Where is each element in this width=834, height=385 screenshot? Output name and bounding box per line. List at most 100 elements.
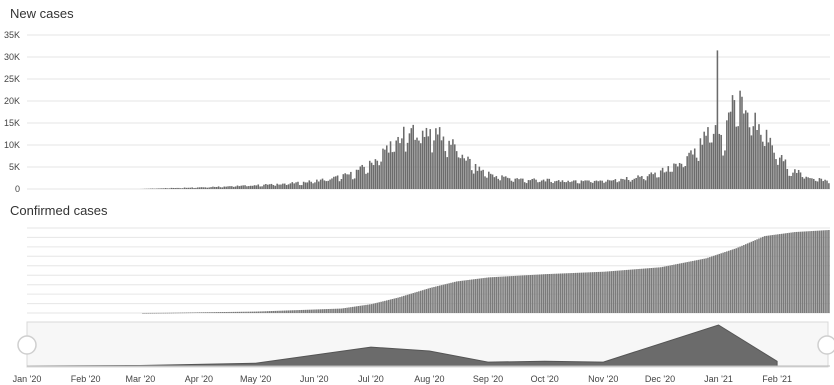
- confirmed-cases-bar: [656, 267, 658, 313]
- confirmed-cases-bar: [816, 230, 819, 313]
- confirmed-cases-bar: [435, 286, 437, 313]
- confirmed-cases-bar: [476, 278, 479, 313]
- date-axis: Jan '20 Feb '20 Mar '20 Apr '20 May '20 Jun '…: [13, 374, 792, 384]
- new-cases-bar: [291, 182, 294, 189]
- new-cases-bar: [353, 178, 356, 189]
- confirmed-cases-bar: [822, 230, 824, 313]
- new-cases-bar: [472, 173, 475, 189]
- confirmed-cases-bar: [215, 312, 218, 313]
- confirmed-cases-bar: [540, 274, 543, 313]
- new-cases-bar: [367, 172, 369, 189]
- new-cases-bar: [181, 188, 184, 189]
- new-cases-bar: [234, 186, 237, 189]
- confirmed-cases-bar: [380, 301, 382, 313]
- confirmed-cases-bar: [168, 312, 171, 314]
- confirmed-cases-bar: [824, 230, 826, 313]
- confirmed-cases-bar: [382, 301, 384, 313]
- confirmed-cases-bar: [291, 310, 294, 313]
- y-tick-label: 25K: [4, 74, 20, 84]
- confirmed-cases-bar: [665, 266, 668, 313]
- confirmed-cases-bar: [336, 308, 339, 313]
- confirmed-cases-bar: [782, 233, 785, 313]
- confirmed-cases-bar: [423, 289, 426, 313]
- y-tick-label: 20K: [4, 96, 20, 106]
- new-cases-bar: [795, 172, 798, 189]
- confirmed-cases-bar: [644, 268, 647, 313]
- new-cases-bar: [733, 100, 736, 189]
- new-cases-bar: [229, 186, 231, 189]
- new-cases-bar: [361, 164, 363, 189]
- confirmed-cases-bar: [306, 309, 309, 313]
- new-cases-bar: [605, 181, 607, 189]
- confirmed-cases-bar: [412, 293, 414, 313]
- confirmed-cases-bar: [495, 276, 498, 313]
- confirmed-cases-bar: [803, 231, 806, 313]
- confirmed-cases-bar: [195, 312, 197, 314]
- confirmed-cases-bar: [561, 273, 564, 313]
- confirmed-cases-bar: [367, 304, 369, 313]
- confirmed-cases-bar: [637, 269, 639, 313]
- confirmed-cases-bar: [710, 256, 713, 313]
- confirmed-cases-bar: [518, 275, 520, 313]
- confirmed-cases-bar: [761, 236, 764, 313]
- new-cases-bar: [750, 135, 753, 189]
- x-tick-label: Feb '21: [762, 374, 792, 384]
- new-cases-bar: [527, 180, 530, 189]
- new-cases-bar: [690, 150, 692, 189]
- new-cases-bar: [195, 187, 197, 189]
- confirmed-cases-bar: [780, 233, 783, 313]
- new-cases-bar: [652, 174, 654, 189]
- new-cases-bar: [204, 187, 207, 189]
- x-tick-label: Mar '20: [126, 374, 156, 384]
- confirmed-cases-bar: [527, 275, 530, 313]
- new-cases-bar: [197, 187, 199, 189]
- confirmed-cases-bar: [180, 312, 182, 314]
- new-cases-bar: [350, 171, 352, 189]
- confirmed-cases-bar: [402, 295, 405, 313]
- new-cases-bar: [826, 180, 828, 189]
- confirmed-cases-bar: [452, 282, 454, 313]
- confirmed-cases-bar: [283, 310, 286, 313]
- confirmed-cases-title: Confirmed cases: [10, 203, 108, 218]
- confirmed-cases-bar: [588, 272, 590, 313]
- confirmed-cases-bar: [253, 311, 256, 313]
- confirmed-cases-bar: [285, 310, 288, 313]
- new-cases-bar: [164, 188, 167, 189]
- confirmed-cases-bar: [161, 312, 163, 314]
- x-tick-label: Jan '21: [704, 374, 733, 384]
- confirmed-cases-bar: [535, 274, 537, 313]
- confirmed-cases-bar: [238, 311, 241, 313]
- new-cases-bar: [334, 176, 337, 189]
- confirmed-cases-bar: [210, 312, 212, 313]
- new-cases-bar: [270, 183, 273, 189]
- new-cases-bar: [701, 144, 704, 189]
- new-cases-bar: [807, 177, 809, 189]
- confirmed-cases-bar: [259, 311, 261, 313]
- confirmed-cases-bar: [393, 298, 396, 313]
- navigator-handle-right[interactable]: [817, 335, 834, 355]
- confirmed-cases-bar: [767, 235, 770, 313]
- new-cases-bar: [503, 176, 505, 189]
- confirmed-cases-bar: [773, 234, 775, 313]
- new-cases-bar: [293, 183, 295, 189]
- x-tick-label: Dec '20: [645, 374, 675, 384]
- new-cases-bar: [440, 140, 443, 189]
- confirmed-cases-bar: [395, 298, 397, 313]
- confirmed-cases-bar: [217, 312, 220, 313]
- new-cases-bar: [788, 175, 790, 189]
- new-cases-bar: [574, 180, 577, 189]
- new-cases-bar: [761, 141, 764, 189]
- confirmed-cases-bar: [308, 309, 311, 313]
- confirmed-cases-bar: [178, 312, 180, 314]
- navigator-handle-left[interactable]: [17, 335, 37, 355]
- new-cases-bar: [620, 178, 622, 189]
- confirmed-cases-bar: [357, 306, 360, 313]
- confirmed-cases-bar: [344, 307, 346, 313]
- new-cases-bar: [391, 152, 394, 189]
- x-tick-label: Jan '20: [13, 374, 42, 384]
- confirmed-cases-bar: [818, 230, 821, 313]
- range-navigator[interactable]: [17, 321, 834, 368]
- confirmed-cases-bar: [546, 274, 549, 313]
- new-cases-bar: [308, 180, 311, 189]
- confirmed-cases-bar: [340, 308, 343, 313]
